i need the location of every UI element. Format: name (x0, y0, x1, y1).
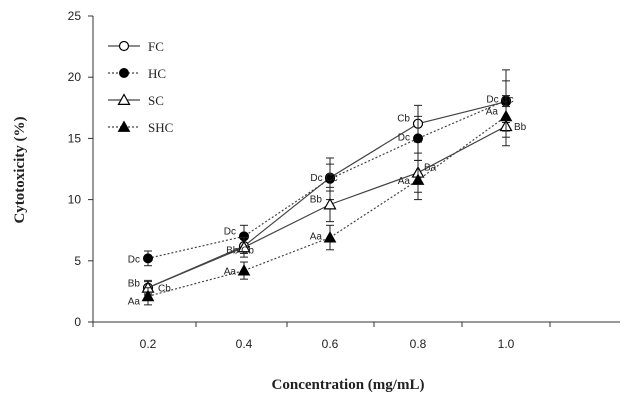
y-tick-label: 15 (68, 131, 82, 145)
series-shc (141, 95, 513, 306)
significance-label: Aa (310, 232, 323, 243)
marker-triangle-filled (237, 264, 251, 276)
legend-label: FC (148, 39, 164, 54)
y-tick-label: 5 (74, 254, 81, 268)
significance-label: Ba (424, 163, 437, 174)
significance-label: Aa (224, 267, 237, 278)
marker-triangle-open (323, 197, 337, 210)
marker-circle-filled (143, 253, 153, 264)
x-tick-label: 0.6 (322, 337, 339, 351)
y-tick-label: 0 (74, 315, 81, 329)
marker-triangle-filled (499, 109, 513, 122)
significance-label: Dc Cc (486, 94, 513, 105)
series-hc (143, 69, 511, 267)
marker-triangle-open (117, 93, 131, 106)
y-tick-label: 10 (68, 193, 82, 207)
significance-label: Cb (397, 114, 410, 125)
significance-label: Bb Cb (226, 245, 254, 256)
y-axis-title: Cytotoxicity (%) (12, 116, 28, 223)
marker-circle-filled (119, 68, 129, 78)
x-tick-label: 0.2 (140, 337, 157, 351)
significance-label: Aa (486, 106, 499, 117)
marker-circle-filled (413, 133, 423, 144)
marker-triangle-open (237, 240, 251, 253)
series-layer (141, 69, 513, 306)
marker-circle-open (118, 40, 130, 52)
legend-item-fc: FC (108, 39, 164, 54)
marker-triangle-filled (411, 173, 425, 185)
marker-triangle-filled (117, 120, 131, 132)
x-axis-title: Concentration (mg/mL) (272, 377, 425, 393)
significance-label: Bb (128, 279, 141, 290)
series-line-fc (147, 101, 507, 289)
significance-label: Dc Cc (310, 173, 337, 184)
marker-triangle-filled (141, 289, 155, 302)
significance-label: Dc (224, 226, 236, 237)
significance-label: Aa (128, 296, 141, 307)
legend-label: HC (148, 66, 166, 81)
x-tick-label: 1.0 (498, 337, 515, 351)
legend-item-shc: SHC (108, 120, 173, 135)
legend-label: SC (148, 93, 164, 108)
significance-label: Dc (128, 254, 140, 265)
significance-label: Aa (398, 176, 411, 187)
y-tick-label: 20 (68, 70, 82, 84)
series-sc (141, 106, 513, 296)
legend-item-hc: HC (108, 66, 166, 81)
y-tick-label: 25 (68, 9, 82, 23)
significance-label: Bb (310, 194, 323, 205)
x-tick-label: 0.4 (236, 337, 253, 351)
legend-label: SHC (148, 120, 173, 135)
legend: FC HC SC SHC (108, 39, 173, 135)
marker-circle-filled (325, 173, 335, 184)
legend-item-sc: SC (108, 93, 164, 108)
x-tick-label: 0.8 (410, 337, 427, 351)
significance-label: Cb (158, 284, 171, 295)
annotations: Cb Cb Dc Dc Dc Cc Dc Dc Cc Bb Bb Cb Bb Ba Bb Aa Aa Aa A… (128, 94, 527, 307)
significance-label: Dc (398, 132, 410, 143)
series-line-shc (147, 115, 507, 297)
significance-label: Bb (514, 122, 527, 133)
axes: 0 5 10 15 20 25 0.2 0.4 0.6 0.8 1.0 (68, 9, 620, 351)
marker-triangle-filled (323, 231, 337, 243)
